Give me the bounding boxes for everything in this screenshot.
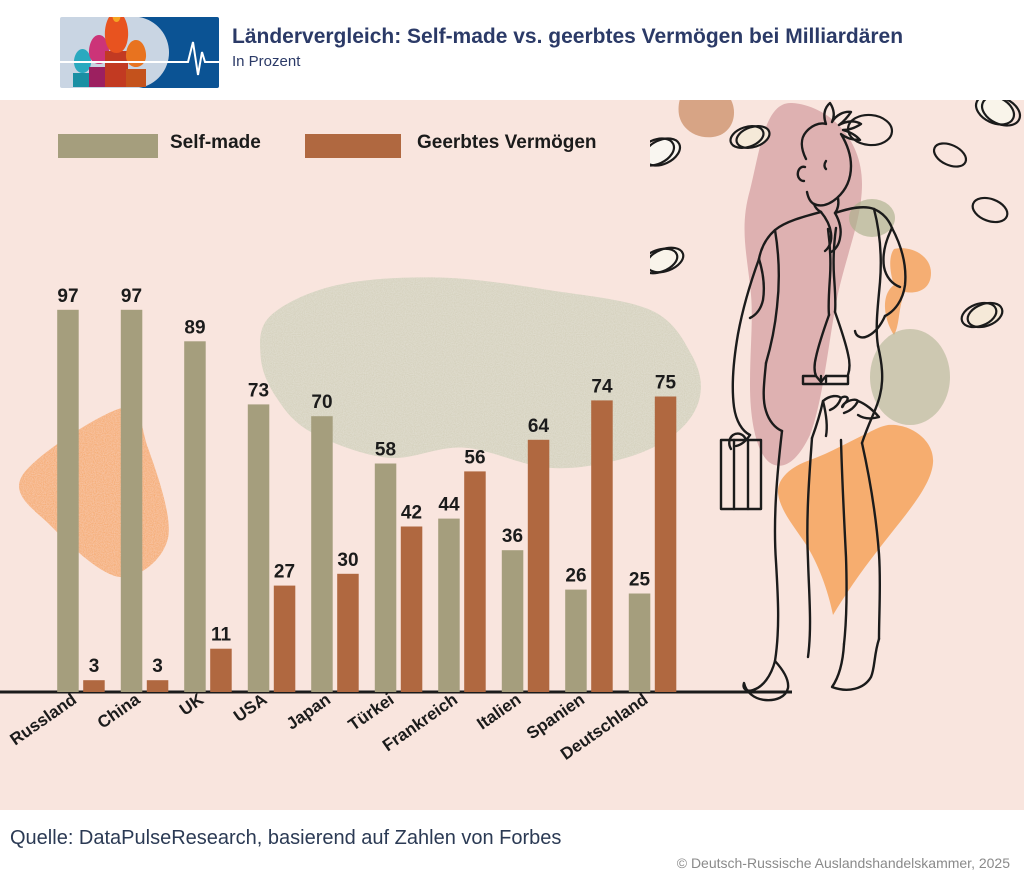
svg-text:44: 44 — [438, 495, 460, 516]
svg-text:75: 75 — [655, 373, 677, 394]
svg-text:64: 64 — [528, 416, 550, 437]
svg-text:27: 27 — [274, 562, 295, 583]
svg-text:30: 30 — [337, 550, 358, 571]
svg-text:Türkei: Türkei — [345, 690, 398, 735]
svg-text:Japan: Japan — [283, 690, 334, 734]
svg-text:97: 97 — [121, 286, 142, 307]
svg-text:3: 3 — [89, 656, 100, 677]
svg-text:Italien: Italien — [473, 690, 524, 734]
svg-text:36: 36 — [502, 526, 523, 547]
svg-text:73: 73 — [248, 380, 269, 401]
svg-text:USA: USA — [230, 690, 270, 726]
svg-text:11: 11 — [211, 625, 232, 646]
svg-text:42: 42 — [401, 503, 422, 524]
svg-text:Russland: Russland — [7, 690, 81, 749]
svg-text:UK: UK — [176, 689, 208, 719]
svg-text:97: 97 — [57, 286, 78, 307]
svg-text:China: China — [94, 689, 144, 732]
svg-text:89: 89 — [184, 317, 205, 338]
svg-text:74: 74 — [591, 376, 613, 397]
svg-text:25: 25 — [629, 570, 651, 591]
svg-text:56: 56 — [464, 447, 485, 468]
svg-text:3: 3 — [152, 656, 163, 677]
svg-text:58: 58 — [375, 440, 396, 461]
svg-text:70: 70 — [311, 392, 332, 413]
svg-text:26: 26 — [565, 566, 586, 587]
